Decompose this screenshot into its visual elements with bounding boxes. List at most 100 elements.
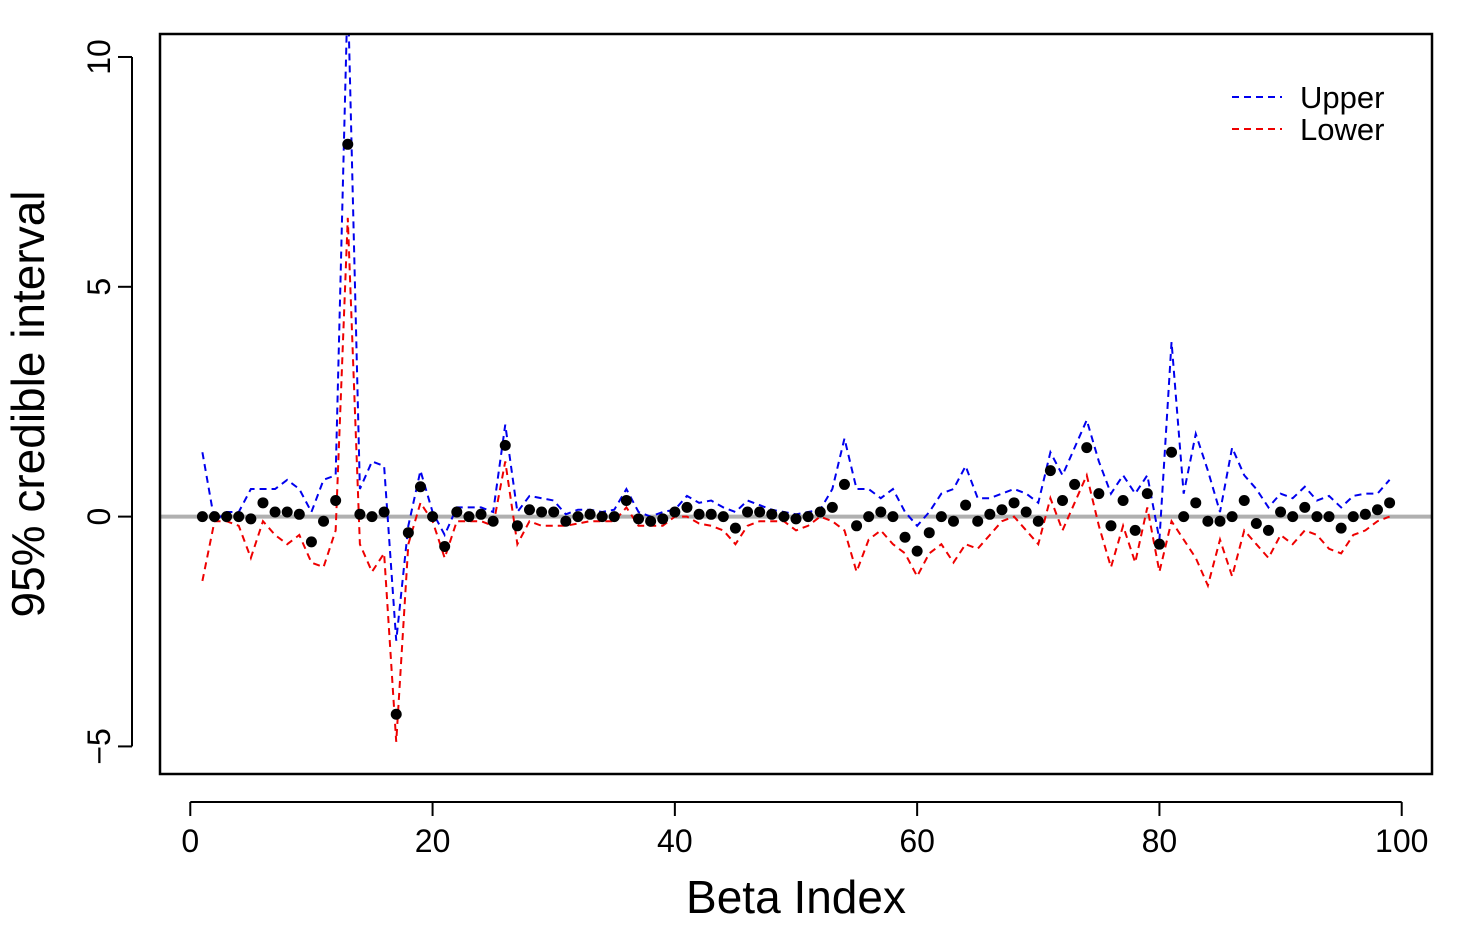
estimate-point	[511, 520, 523, 532]
estimate-point	[766, 508, 778, 520]
estimate-point	[645, 515, 657, 527]
estimate-point	[596, 511, 608, 523]
estimate-point	[572, 511, 584, 523]
estimate-point	[814, 506, 826, 518]
estimate-point	[402, 527, 414, 539]
estimate-point	[354, 508, 366, 520]
estimate-point	[536, 506, 548, 518]
estimate-point	[1287, 511, 1299, 523]
estimate-point	[838, 478, 850, 490]
x-tick-label: 100	[1375, 823, 1428, 859]
estimate-point	[1069, 478, 1081, 490]
x-axis: 0 20 40 60 80 100	[181, 801, 1428, 859]
estimate-point	[293, 508, 305, 520]
estimate-point	[1190, 497, 1202, 509]
estimate-point	[1020, 506, 1032, 518]
estimate-point	[1166, 446, 1178, 458]
plot-frame	[158, 32, 1434, 776]
estimate-point	[742, 506, 754, 518]
estimate-point	[196, 511, 208, 523]
x-tick-label: 20	[415, 823, 451, 859]
series-line-upper	[201, 34, 1391, 641]
estimate-point	[1226, 511, 1238, 523]
estimate-point	[1238, 495, 1250, 507]
estimate-point	[1141, 488, 1153, 500]
estimate-point	[548, 506, 560, 518]
estimate-point	[911, 545, 923, 557]
estimate-point	[1335, 522, 1347, 534]
estimate-point	[487, 515, 499, 527]
estimate-point	[475, 508, 487, 520]
estimate-point	[221, 511, 233, 523]
estimate-point	[1044, 465, 1056, 477]
estimate-point	[620, 495, 632, 507]
y-tick-label: 0	[81, 508, 117, 526]
estimate-point	[378, 506, 390, 518]
estimate-point	[851, 520, 863, 532]
y-axis: −5 0 5 10	[81, 39, 133, 765]
x-tick-label: 0	[181, 823, 199, 859]
estimate-point	[754, 506, 766, 518]
estimate-point	[209, 511, 221, 523]
estimate-point	[305, 536, 317, 548]
estimate-point	[875, 506, 887, 518]
estimate-point	[1311, 511, 1323, 523]
estimate-point	[451, 506, 463, 518]
estimate-point	[1299, 501, 1311, 513]
estimate-point	[1178, 511, 1190, 523]
estimate-point	[947, 515, 959, 527]
estimate-point	[1093, 488, 1105, 500]
estimate-point	[729, 522, 741, 534]
estimate-point	[439, 540, 451, 552]
y-tick-label: 5	[81, 278, 117, 296]
series-line-lower	[201, 217, 1390, 742]
estimate-point	[669, 506, 681, 518]
estimate-point	[269, 506, 281, 518]
estimate-point	[1117, 495, 1129, 507]
estimate-point	[657, 513, 669, 525]
x-tick-label: 80	[1142, 823, 1178, 859]
estimate-point	[705, 508, 717, 520]
estimate-point	[584, 508, 596, 520]
estimate-point	[257, 497, 269, 509]
legend-label-upper: Upper	[1300, 80, 1384, 115]
estimate-point	[1359, 508, 1371, 520]
estimate-point	[1129, 524, 1141, 536]
estimate-point	[523, 504, 535, 516]
estimate-point	[899, 531, 911, 543]
estimate-point	[1371, 504, 1383, 516]
estimate-point	[281, 506, 293, 518]
estimate-point	[427, 511, 439, 523]
estimate-point	[1384, 497, 1396, 509]
estimate-point	[318, 515, 330, 527]
estimate-point	[1323, 511, 1335, 523]
y-tick-label: −5	[81, 728, 117, 764]
estimate-point	[923, 527, 935, 539]
y-tick-label: 10	[81, 39, 117, 75]
estimate-point	[887, 511, 899, 523]
estimate-point	[960, 499, 972, 511]
legend-label-lower: Lower	[1300, 112, 1384, 147]
estimate-point	[342, 138, 354, 150]
estimate-point	[863, 511, 875, 523]
estimate-point	[1105, 520, 1117, 532]
estimate-point	[330, 495, 342, 507]
estimate-point	[463, 511, 475, 523]
estimate-point	[802, 511, 814, 523]
estimate-point	[233, 511, 245, 523]
estimate-point	[608, 511, 620, 523]
estimate-point	[778, 511, 790, 523]
estimate-point	[1214, 515, 1226, 527]
estimate-point	[1153, 538, 1165, 550]
estimate-point	[1347, 511, 1359, 523]
estimate-point	[935, 511, 947, 523]
estimate-point	[1057, 495, 1069, 507]
estimate-point	[1008, 497, 1020, 509]
estimate-point	[560, 515, 572, 527]
plot-area	[160, 34, 1432, 742]
estimate-point	[717, 511, 729, 523]
estimate-point	[1275, 506, 1287, 518]
estimate-point	[681, 501, 693, 513]
